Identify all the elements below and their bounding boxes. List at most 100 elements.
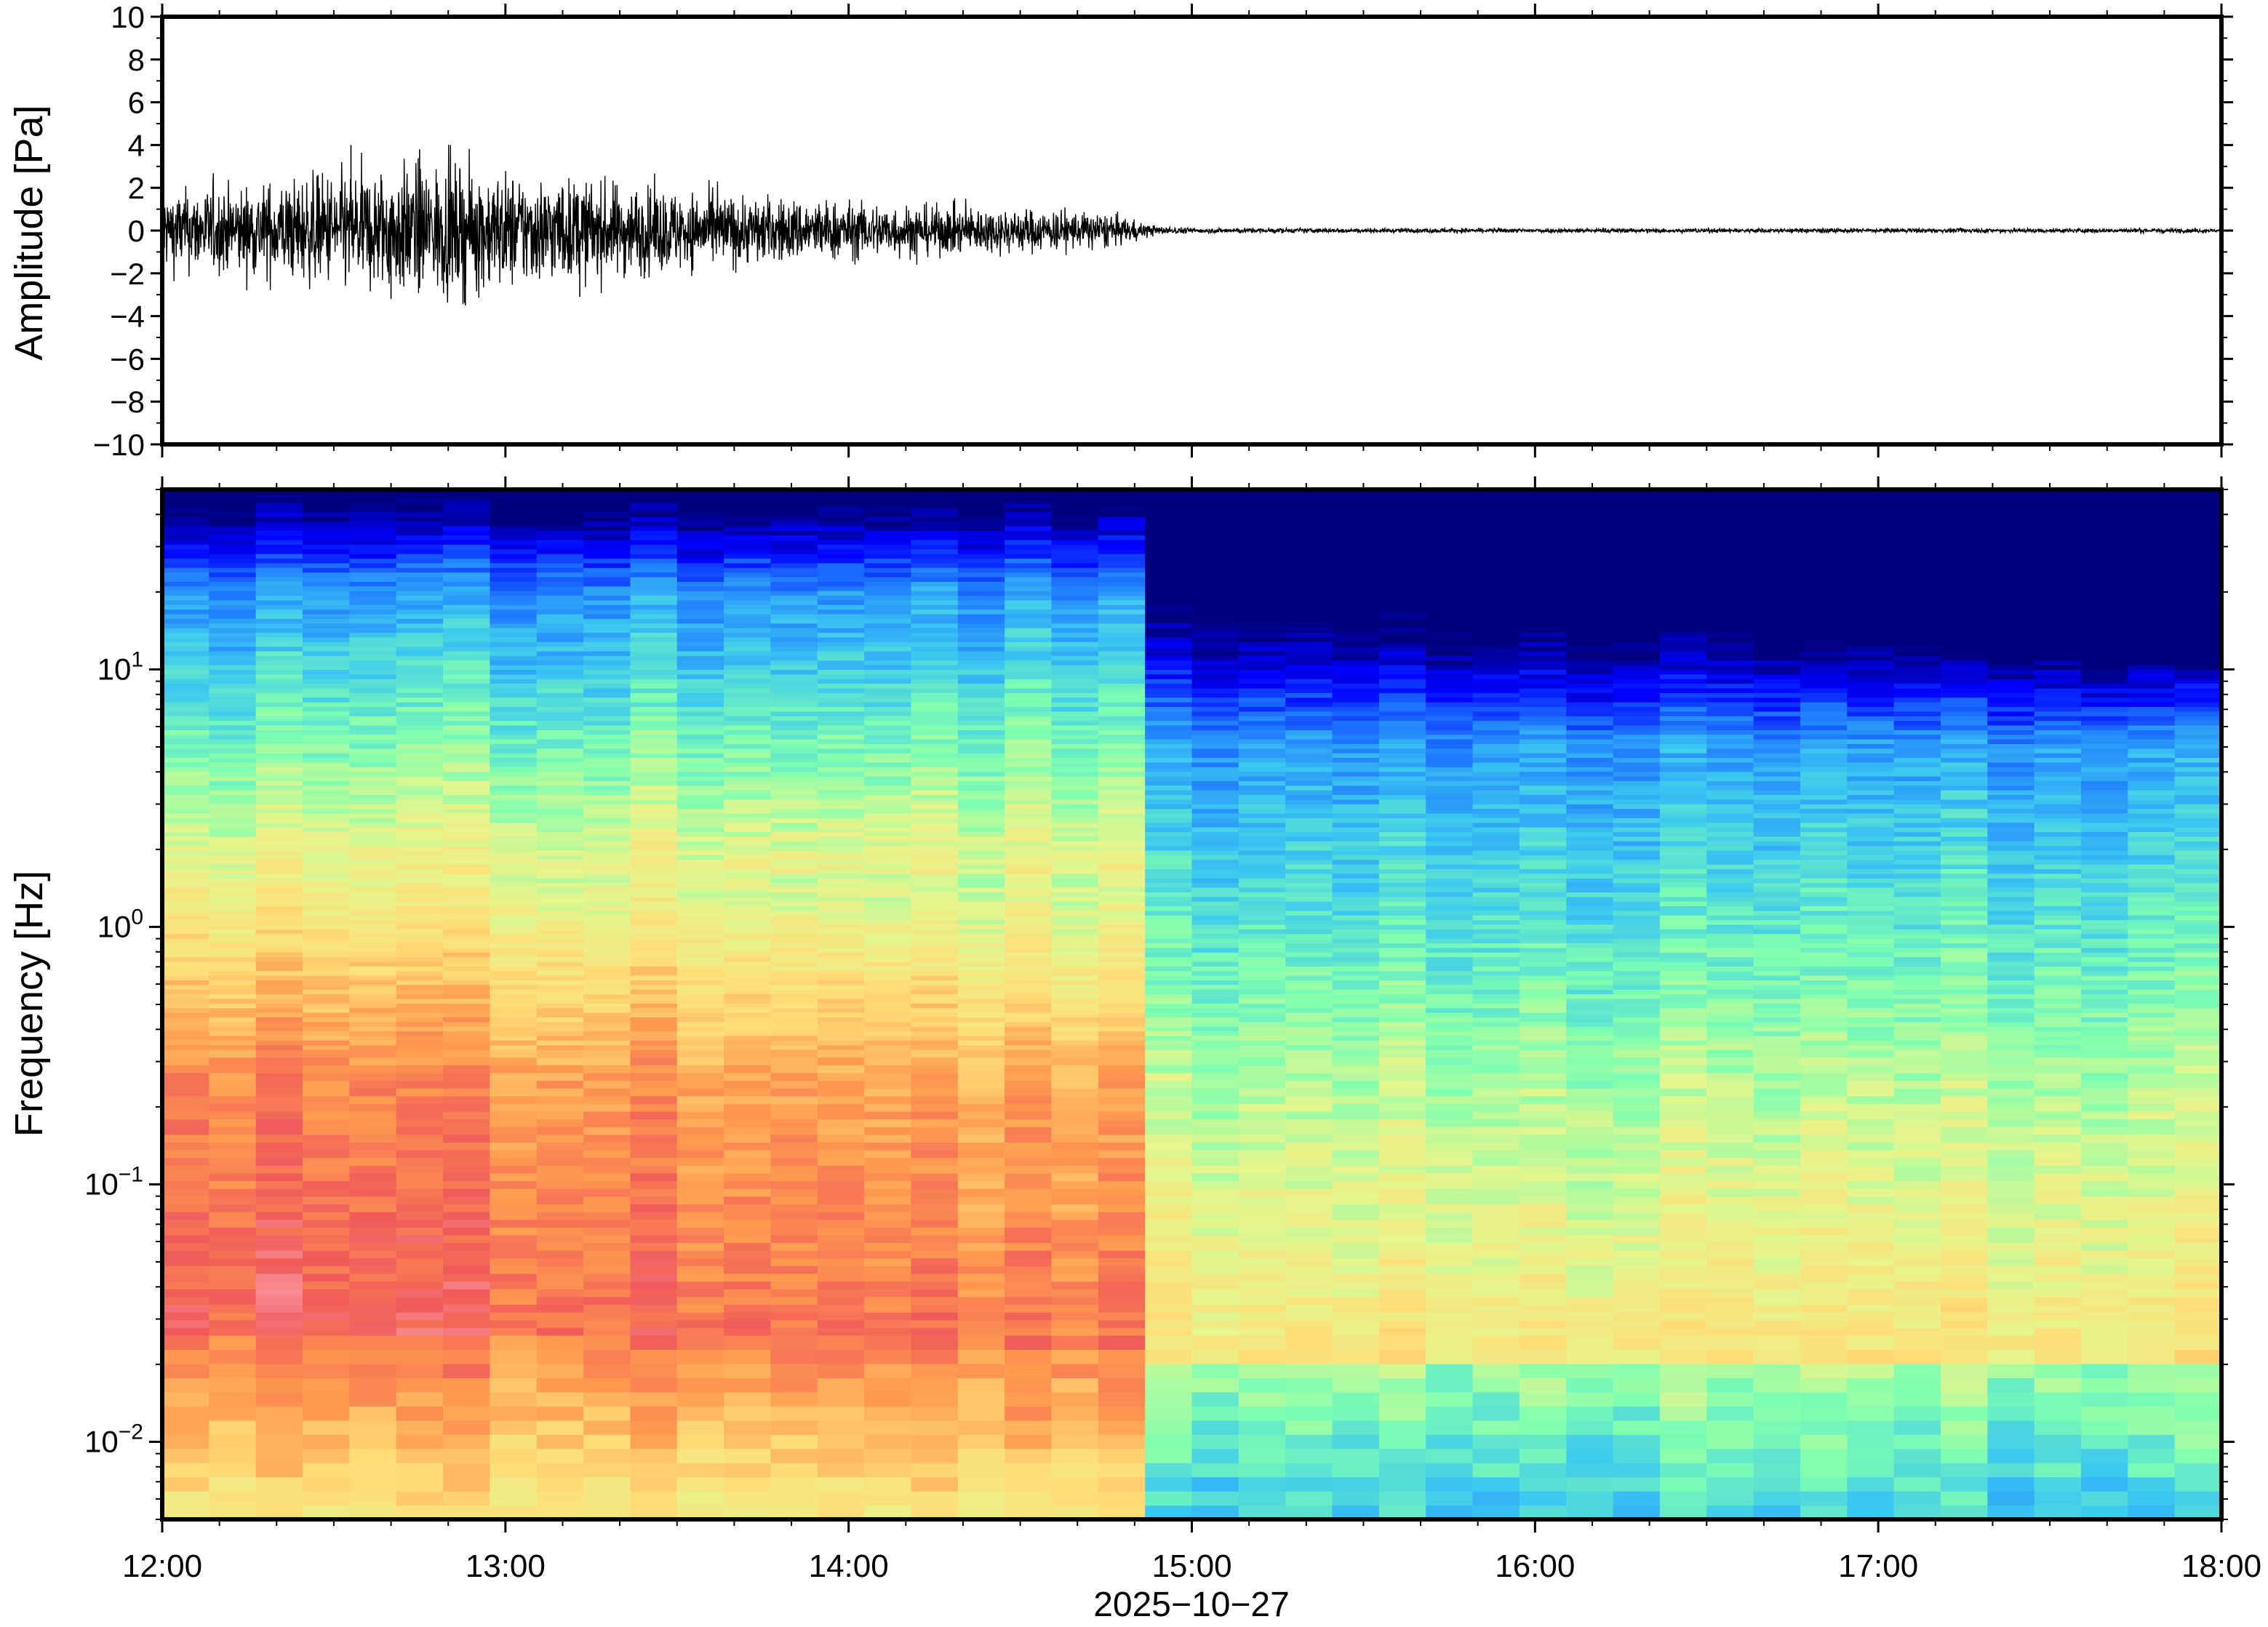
spectrogram-cell [396,1227,444,1235]
spectrogram-cell [349,688,396,693]
spectrogram-cell [1192,762,1239,767]
spectrogram-cell [583,1196,631,1204]
spectrogram-cell [537,1142,584,1150]
spectrogram-cell [443,1266,490,1274]
spectrogram-cell [630,943,677,948]
spectrogram-cell [1333,535,1380,540]
spectrogram-cell [396,818,444,823]
spectrogram-cell [256,1040,303,1045]
spectrogram-cell [490,878,537,883]
spectrogram-cell [396,846,444,851]
spectrogram-cell [1379,1449,1426,1463]
spectrogram-cell [256,948,303,953]
spectrogram-cell [677,1058,724,1066]
spectrogram-cell [256,971,303,976]
spectrogram-cell [1473,1158,1520,1166]
spectrogram-cell [911,577,958,582]
spectrogram-cell [1379,780,1426,785]
spectrogram-cell [1192,1008,1239,1013]
spectrogram-cell [1145,1165,1192,1173]
spectrogram-cell [209,1434,256,1449]
spectrogram-cell [1051,674,1098,679]
spectrogram-cell [349,1119,396,1127]
spectrogram-cell [1098,827,1146,832]
spectrogram-cell [1192,924,1239,930]
spectrogram-cell [1379,651,1426,656]
spectrogram-cell [443,735,490,740]
spectrogram-cell [537,577,584,582]
spectrogram-cell [911,1434,958,1449]
spectrogram-cell [303,901,350,906]
spectrogram-cell [1005,706,1052,711]
spectrogram-cell [443,823,490,828]
spectrogram-cell [1051,1127,1098,1135]
spectrogram-cell [677,1096,724,1104]
spectrogram-cell [724,762,771,767]
spectrogram-cell [1426,794,1473,799]
spectrogram-cell [490,929,537,934]
spectrogram-cell [537,924,584,930]
spectrogram-cell [209,818,256,823]
spectrogram-cell [1005,655,1052,660]
spectrogram-cell [1473,1026,1520,1031]
spectrogram-cell [1192,901,1239,906]
spectrogram-cell [630,1003,677,1008]
spectrogram-cell [490,1017,537,1022]
spectrogram-cell [1333,692,1380,697]
spectrogram-cell [537,674,584,679]
spectrogram-cell [1192,1289,1239,1297]
spectrogram-cell [209,1088,256,1096]
spectrogram-cell [770,809,818,814]
spectrogram-cell [864,994,911,999]
spectrogram-cell [303,679,350,684]
spectrogram-cell [724,1434,771,1449]
spectrogram-cell [1285,1242,1333,1250]
spectrogram-cell [162,1227,209,1235]
spectrogram-cell [724,1212,771,1220]
spectrogram-cell [818,1150,865,1158]
spectrogram-cell [1285,507,1333,512]
spectrogram-cell [864,1258,911,1266]
spectrogram-cell [1098,641,1146,647]
spectrogram-cell [490,586,537,591]
spectrogram-cell [1098,1040,1146,1045]
spectrogram-cell [209,1073,256,1081]
spectrogram-cell [1379,878,1426,883]
spectrogram-cell [443,577,490,582]
spectrogram-cell [1379,772,1426,777]
spectrogram-cell [349,1050,396,1058]
spectrogram-cell [1145,530,1192,535]
spectrogram-cell [162,535,209,540]
spectrogram-cell [1473,929,1520,934]
spectrogram-cell [162,1158,209,1166]
spectrogram-cell [724,1022,771,1027]
spectrogram-cell [349,516,396,521]
spectrogram-cell [818,920,865,925]
spectrogram-cell [1145,1335,1192,1350]
spectrogram-cell [1333,1320,1380,1328]
spectrogram-cell [443,716,490,721]
spectrogram-cell [911,823,958,828]
spectrogram-cell [490,780,537,785]
spectrogram-cell [490,1297,537,1305]
spectrogram-cell [1145,618,1192,623]
spectrogram-cell [1145,1378,1192,1392]
spectrogram-cell [162,739,209,744]
spectrogram-cell [349,1434,396,1449]
spectrogram-cell [818,503,865,508]
spectrogram-cell [1285,758,1333,763]
spectrogram-cell [1005,1150,1052,1158]
spectrogram-cell [1098,906,1146,911]
spectrogram-cell [1145,647,1192,652]
spectrogram-cell [1285,1463,1333,1477]
spectrogram-cell [770,1242,818,1250]
spectrogram-cell [1239,1040,1286,1045]
spectrogram-cell [1379,1312,1426,1320]
spectrogram-cell [537,1392,584,1407]
spectrogram-cell [583,1235,631,1243]
spectrogram-cell [1098,952,1146,957]
spectrogram-cell [162,1335,209,1350]
spectrogram-cell [349,868,396,874]
spectrogram-cell [677,503,724,508]
spectrogram-cell [770,878,818,883]
